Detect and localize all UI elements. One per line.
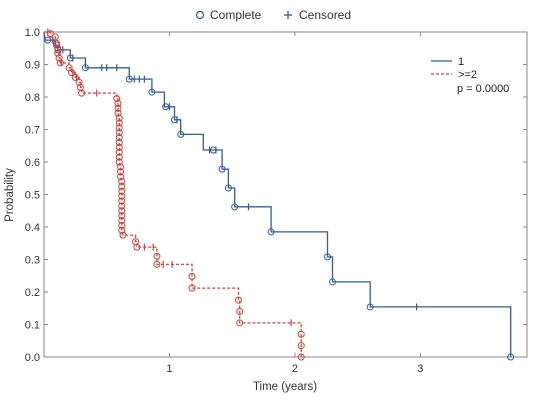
y-tick-label: 0.0: [25, 352, 40, 364]
y-tick-label: 0.7: [25, 125, 40, 137]
complete-point: [177, 130, 185, 138]
legend-series-2-label: >=2: [458, 69, 477, 81]
y-tick-label: 0.2: [25, 287, 40, 299]
legend-series-1-label: 1: [458, 56, 464, 68]
complete-point: [114, 109, 122, 117]
complete-point: [118, 187, 126, 195]
complete-point: [117, 163, 125, 171]
complete-point: [81, 64, 89, 72]
complete-point: [117, 173, 125, 181]
complete-point: [113, 95, 121, 103]
complete-point: [133, 243, 141, 251]
complete-point: [267, 228, 275, 236]
complete-point: [366, 303, 374, 311]
complete-point: [115, 129, 123, 137]
axis-ticks: 0.0 0.1 0.2 0.3 0.4 0.5 0.6 0.7 0.8 0.9 1.0 1 2 3: [25, 27, 527, 375]
complete-point: [218, 165, 226, 173]
complete-point: [153, 260, 161, 268]
complete-point: [115, 134, 123, 142]
top-legend: Complete Censored: [195, 8, 351, 22]
series-1-survival-line: [43, 31, 512, 357]
complete-point: [153, 252, 161, 260]
plot-area: [43, 31, 528, 358]
complete-point: [125, 75, 133, 83]
complete-marker-icon: [195, 10, 205, 20]
complete-point: [115, 139, 123, 146]
complete-point: [75, 78, 83, 86]
y-axis-title: Probability: [4, 168, 16, 222]
x-axis-title: Time (years): [253, 381, 317, 393]
complete-point: [118, 178, 126, 185]
complete-point: [115, 114, 123, 122]
series-1: [43, 31, 515, 361]
complete-point: [119, 231, 127, 239]
inner-legend: 1 >=2 p = 0.0000: [431, 56, 509, 95]
complete-point: [55, 54, 63, 62]
legend-pvalue: p = 0.0000: [457, 83, 509, 95]
y-tick-label: 0.5: [25, 190, 40, 202]
y-tick-label: 0.4: [25, 222, 40, 234]
complete-point: [507, 353, 515, 361]
x-tick-label: 1: [166, 363, 172, 375]
complete-point: [118, 207, 126, 215]
complete-point: [188, 284, 196, 292]
complete-point: [115, 124, 123, 132]
complete-point: [78, 89, 86, 97]
complete-point: [115, 148, 123, 156]
complete-point: [115, 143, 123, 151]
complete-point: [297, 330, 305, 338]
complete-point: [118, 182, 126, 190]
complete-point: [115, 119, 123, 127]
y-tick-label: 0.1: [25, 320, 40, 332]
complete-point: [118, 192, 126, 200]
x-tick-label: 2: [292, 363, 298, 375]
series-2: [44, 28, 305, 361]
y-tick-label: 0.8: [25, 92, 40, 104]
complete-point: [56, 59, 64, 67]
y-tick-label: 0.9: [25, 60, 40, 72]
y-tick-label: 0.6: [25, 157, 40, 169]
complete-point: [54, 49, 62, 57]
complete-point: [162, 103, 170, 111]
x-tick-label: 3: [417, 363, 423, 375]
y-tick-label: 0.3: [25, 255, 40, 267]
complete-point: [236, 319, 244, 327]
complete-point: [148, 88, 156, 96]
complete-point: [117, 168, 125, 176]
complete-point: [114, 100, 122, 107]
complete-point: [118, 221, 126, 229]
complete-point: [51, 33, 59, 41]
complete-point: [188, 272, 196, 280]
complete-point: [118, 212, 126, 220]
complete-point: [297, 353, 305, 361]
complete-point: [224, 184, 232, 192]
complete-point: [236, 308, 244, 315]
complete-point: [118, 217, 126, 224]
complete-point: [329, 278, 337, 286]
y-tick-label: 1.0: [25, 27, 40, 39]
complete-point: [115, 158, 123, 166]
complete-point: [324, 253, 332, 261]
complete-point: [231, 203, 239, 211]
complete-point: [234, 296, 242, 304]
series-layer: [43, 28, 515, 361]
complete-point: [68, 69, 76, 77]
complete-point: [115, 153, 123, 161]
complete-point: [54, 44, 62, 52]
censored-marker-icon: [284, 11, 292, 19]
complete-point: [118, 202, 126, 210]
complete-point: [118, 197, 126, 205]
complete-point: [114, 104, 122, 112]
legend-censored-label: Censored: [299, 8, 351, 22]
complete-point: [118, 226, 126, 234]
complete-point: [53, 39, 61, 47]
complete-point: [44, 36, 52, 44]
legend-complete-label: Complete: [210, 8, 262, 22]
complete-point: [297, 342, 305, 350]
complete-point: [71, 74, 79, 81]
